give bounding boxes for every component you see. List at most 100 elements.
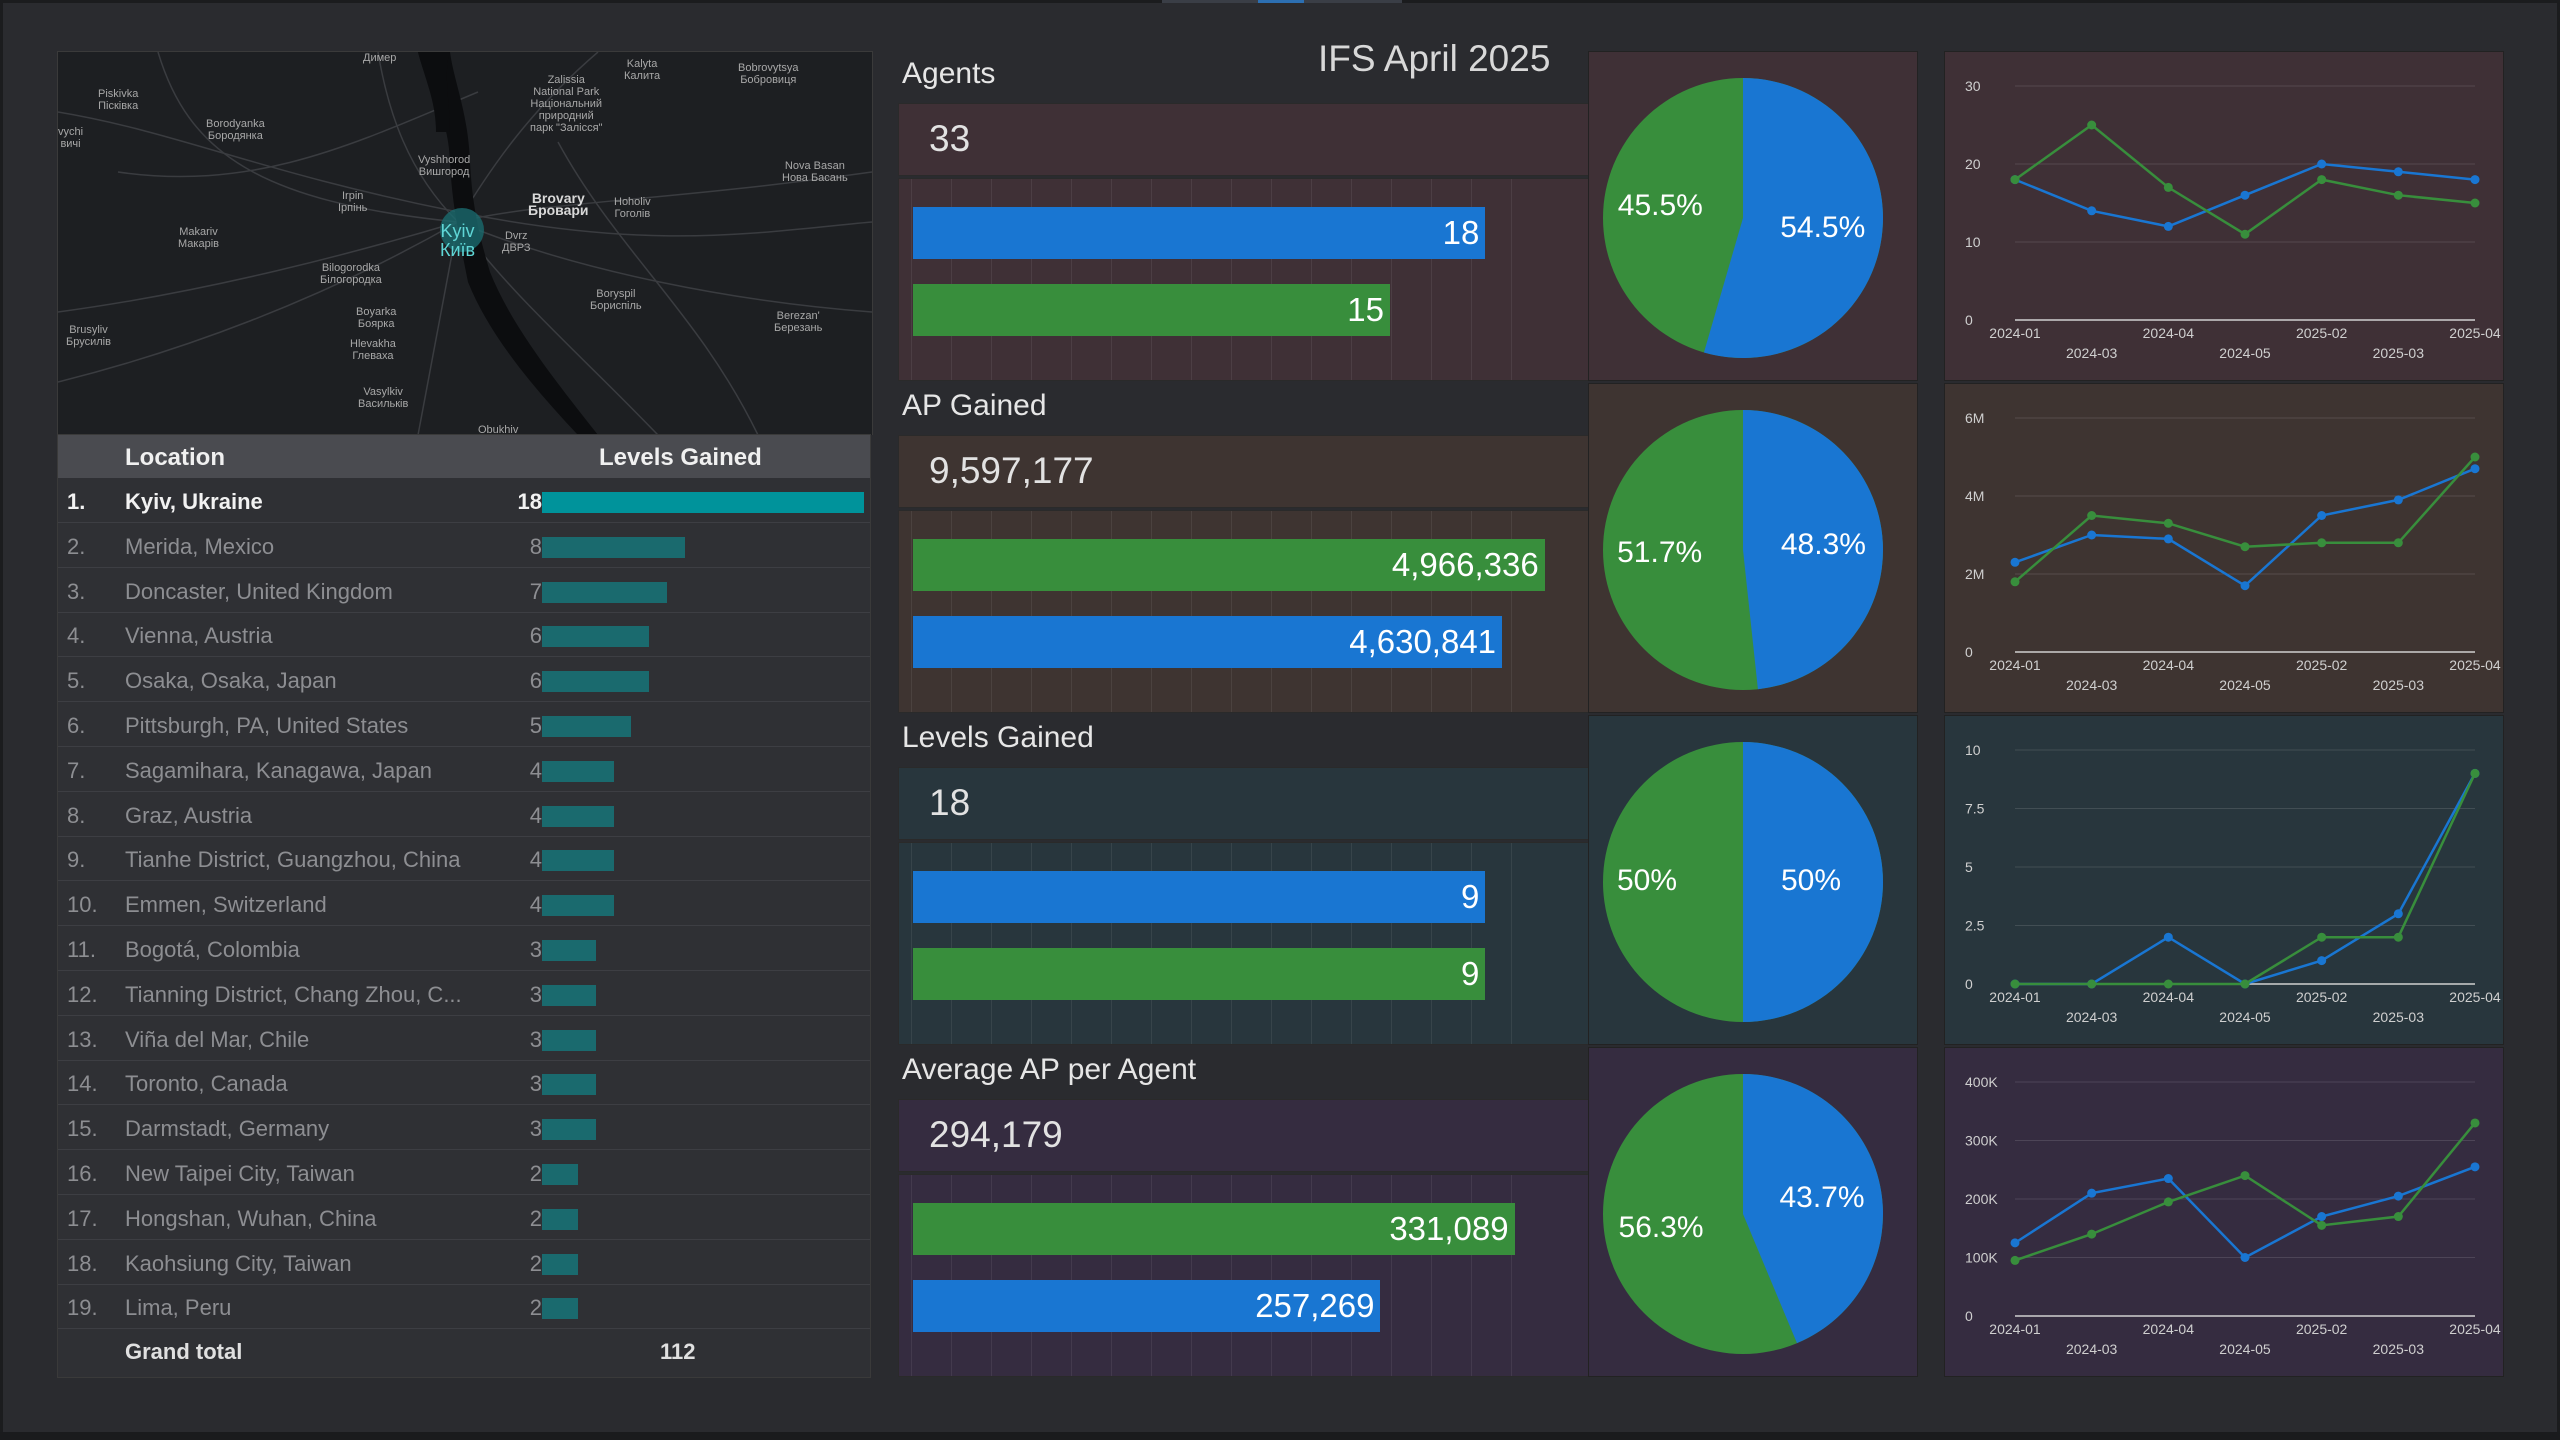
bar-blue[interactable]: 257,269	[913, 1280, 1381, 1332]
series-line-green[interactable]	[2014, 456, 2476, 583]
series-point[interactable]	[2163, 1197, 2173, 1207]
section-pie-chart[interactable]: 43.7% 56.3%	[1588, 1047, 1918, 1377]
table-row[interactable]: 15. Darmstadt, Germany 3	[58, 1105, 870, 1151]
bar-green[interactable]: 15	[913, 284, 1390, 336]
series-point[interactable]	[2470, 198, 2480, 208]
series-point[interactable]	[2393, 909, 2403, 919]
series-point[interactable]	[2470, 768, 2480, 778]
bar-green[interactable]: 9	[913, 948, 1486, 1000]
series-point[interactable]	[2087, 1188, 2097, 1198]
table-row[interactable]: 14. Toronto, Canada 3	[58, 1060, 870, 1106]
section-bar-chart[interactable]: 331,089 257,269	[898, 1174, 1692, 1377]
table-row[interactable]: 4. Vienna, Austria 6	[58, 612, 870, 658]
bar-blue[interactable]: 4,630,841	[913, 616, 1503, 668]
section-bar-chart[interactable]: 4,966,336 4,630,841	[898, 510, 1692, 713]
series-point[interactable]	[2470, 464, 2480, 474]
table-row[interactable]: 12. Tianning District, Chang Zhou, C... 3	[58, 971, 870, 1016]
table-row[interactable]: 7. Sagamihara, Kanagawa, Japan 4	[58, 747, 870, 792]
series-point[interactable]	[2317, 956, 2327, 966]
table-row[interactable]: 19. Lima, Peru 2	[58, 1284, 870, 1330]
series-point[interactable]	[2240, 581, 2250, 591]
pie-slice-blue[interactable]	[1703, 78, 1884, 358]
table-row[interactable]: 18. Kaohsiung City, Taiwan 2	[58, 1240, 870, 1285]
series-point[interactable]	[2317, 1220, 2327, 1230]
series-point[interactable]	[2240, 979, 2250, 989]
series-point[interactable]	[2010, 577, 2020, 587]
section-pie-chart[interactable]: 50% 50%	[1588, 715, 1918, 1045]
series-point[interactable]	[2087, 530, 2097, 540]
series-point[interactable]	[2470, 1118, 2480, 1128]
bar-green[interactable]: 331,089	[913, 1203, 1515, 1255]
series-point[interactable]	[2470, 452, 2480, 462]
series-point[interactable]	[2393, 167, 2403, 177]
series-point[interactable]	[2087, 979, 2097, 989]
series-point[interactable]	[2317, 538, 2327, 548]
series-point[interactable]	[2163, 221, 2173, 231]
series-point[interactable]	[2163, 182, 2173, 192]
series-point[interactable]	[2163, 932, 2173, 942]
series-point[interactable]	[2240, 542, 2250, 552]
series-point[interactable]	[2240, 229, 2250, 239]
series-point[interactable]	[2393, 495, 2403, 505]
table-row[interactable]: 6. Pittsburgh, PA, United States 5	[58, 702, 870, 747]
series-point[interactable]	[2393, 932, 2403, 942]
series-point[interactable]	[2393, 190, 2403, 200]
series-line-blue[interactable]	[2014, 1165, 2476, 1260]
series-line-green[interactable]	[2015, 772, 2477, 986]
location-map[interactable]: Димер Kalyta Калита Bobrovytsya Бобровиц…	[57, 51, 873, 435]
series-line-blue[interactable]	[2014, 467, 2476, 588]
series-point[interactable]	[2163, 979, 2173, 989]
table-row[interactable]: 13. Viña del Mar, Chile 3	[58, 1016, 870, 1061]
series-point[interactable]	[2240, 1171, 2250, 1181]
table-row[interactable]: 8. Graz, Austria 4	[58, 792, 870, 837]
series-point[interactable]	[2010, 1255, 2020, 1265]
series-point[interactable]	[2087, 511, 2097, 520]
series-point[interactable]	[2393, 1191, 2403, 1201]
series-point[interactable]	[2317, 175, 2327, 185]
table-row[interactable]: 9. Tianhe District, Guangzhou, China 4	[58, 836, 870, 882]
series-point[interactable]	[2087, 206, 2097, 216]
table-row[interactable]: 2. Merida, Mexico 8	[58, 523, 870, 568]
series-point[interactable]	[2087, 120, 2097, 130]
series-point[interactable]	[2010, 979, 2020, 989]
table-row[interactable]: 10. Emmen, Switzerland 4	[58, 881, 870, 927]
series-point[interactable]	[2010, 557, 2020, 567]
series-point[interactable]	[2393, 538, 2403, 548]
table-row[interactable]: 11. Bogotá, Colombia 3	[58, 926, 870, 971]
bar-blue[interactable]: 18	[913, 207, 1486, 259]
series-point[interactable]	[2163, 518, 2173, 528]
page-indicator[interactable]	[1162, 0, 1402, 3]
series-point[interactable]	[2163, 1174, 2173, 1184]
series-point[interactable]	[2087, 1229, 2097, 1239]
series-point[interactable]	[2470, 175, 2480, 185]
series-point[interactable]	[2240, 190, 2250, 200]
series-line-blue[interactable]	[2015, 772, 2477, 986]
bar-green[interactable]: 4,966,336	[913, 539, 1545, 591]
section-line-chart[interactable]: 0 2M 4M 6M 2024-01 2024-03 2024-04 2024-05 2025-…	[1944, 383, 2504, 713]
section-pie-chart[interactable]: 54.5% 45.5%	[1588, 51, 1918, 381]
header-location[interactable]: Location	[125, 444, 225, 471]
table-row[interactable]: 17. Hongshan, Wuhan, China 2	[58, 1195, 870, 1240]
series-line-green[interactable]	[2014, 123, 2476, 236]
series-line-green[interactable]	[2014, 1122, 2476, 1262]
table-row[interactable]: 16. New Taipei City, Taiwan 2	[58, 1150, 870, 1195]
series-point[interactable]	[2317, 159, 2327, 169]
section-line-chart[interactable]: 0 2.5 5 7.5 10 2024-01 2024-03 2024-04 2024-05 20…	[1944, 715, 2504, 1045]
table-row[interactable]: 1. Kyiv, Ukraine 18	[58, 478, 870, 523]
series-point[interactable]	[2470, 1162, 2480, 1172]
series-point[interactable]	[2317, 1212, 2327, 1222]
section-line-chart[interactable]: 0 10 20 30 2024-01 2024-03 2024-04 2024-05 2025-…	[1944, 51, 2504, 381]
series-point[interactable]	[2010, 1238, 2020, 1248]
series-point[interactable]	[2163, 534, 2173, 544]
pie-slice-blue[interactable]	[1743, 1074, 1884, 1344]
header-levels-gained[interactable]: Levels Gained	[599, 444, 762, 471]
page-indicator-active[interactable]	[1258, 0, 1304, 3]
section-line-chart[interactable]: 0 100K 200K 300K 400K 2024-01 2024-03 2024-04 20…	[1944, 1047, 2504, 1377]
series-point[interactable]	[2240, 1253, 2250, 1262]
series-point[interactable]	[2317, 932, 2327, 942]
table-row[interactable]: 5. Osaka, Osaka, Japan 6	[58, 657, 870, 703]
section-pie-chart[interactable]: 48.3% 51.7%	[1588, 383, 1918, 713]
series-point[interactable]	[2317, 511, 2327, 520]
series-point[interactable]	[2393, 1212, 2403, 1222]
